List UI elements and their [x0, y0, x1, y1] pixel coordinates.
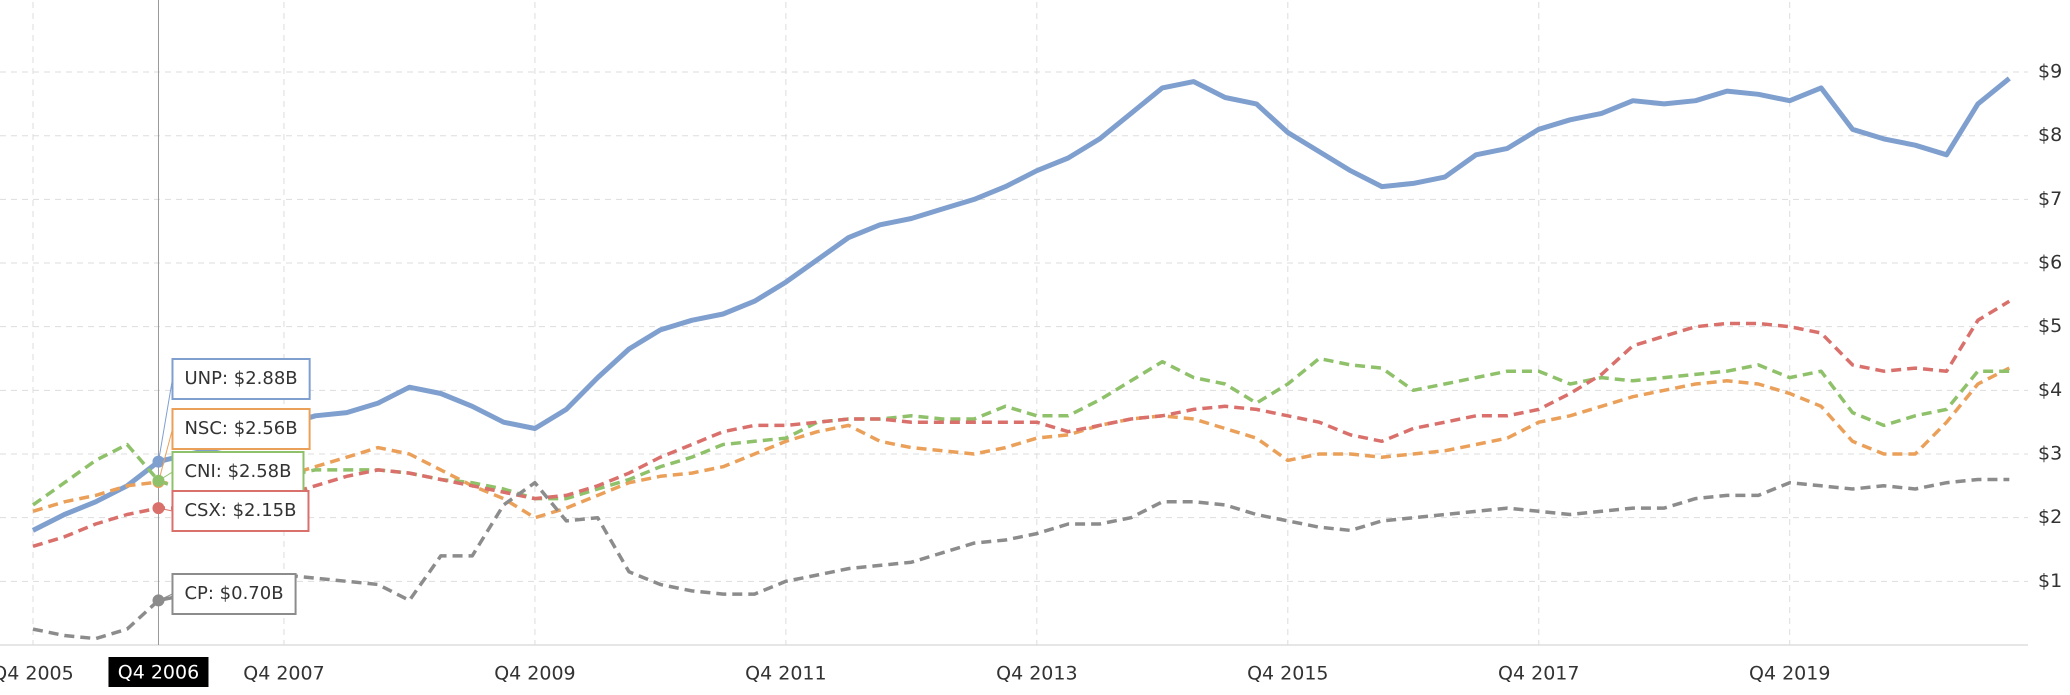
- tooltip-leader: [158, 471, 173, 482]
- series-line: [32, 299, 2011, 548]
- y-tick-label: $7: [2038, 188, 2062, 210]
- tooltip-leader: [157, 428, 173, 483]
- x-tick-label: Q4 2005: [0, 663, 74, 685]
- series-line: [32, 366, 2011, 520]
- tooltip-box: [171, 451, 305, 493]
- y-tick-label: $9: [2038, 61, 2062, 83]
- y-tick-label: $8: [2038, 124, 2062, 146]
- tooltip-text: NSC: $2.56B: [184, 418, 297, 439]
- x-tick-label: Q4 2015: [1247, 663, 1328, 685]
- tooltip-box: [171, 490, 310, 532]
- x-tick-label: Q4 2009: [494, 663, 575, 685]
- x-tick-label: Q4 2017: [1498, 663, 1579, 685]
- tooltip-box: [171, 408, 311, 450]
- series-line: [31, 76, 2011, 533]
- y-tick-label: $4: [2038, 379, 2062, 401]
- series-line: [31, 356, 2010, 507]
- tooltip-box: [171, 358, 311, 400]
- y-tick-label: $1: [2038, 570, 2062, 592]
- tooltip-text: CP: $0.70B: [184, 583, 283, 604]
- x-tick-label: Q4 2019: [1749, 663, 1830, 685]
- y-tick-label: $5: [2038, 315, 2062, 337]
- tooltip-text: UNP: $2.88B: [184, 368, 297, 389]
- hover-label: Q4 2006: [118, 662, 199, 684]
- series-line: [32, 477, 2010, 641]
- x-tick-label: Q4 2013: [996, 663, 1077, 685]
- x-tick-label: Q4 2007: [243, 663, 324, 685]
- x-tick-label: Q4 2011: [745, 663, 826, 685]
- y-tick-label: $2: [2038, 506, 2062, 528]
- tooltip-text: CSX: $2.15B: [184, 500, 296, 521]
- hover-label-box: [108, 657, 209, 687]
- tooltip-leader: [158, 593, 173, 601]
- y-tick-label: $3: [2038, 443, 2062, 465]
- tooltip-leader: [158, 507, 173, 512]
- tooltip-box: [171, 573, 297, 615]
- tooltip-text: CNI: $2.58B: [184, 461, 291, 482]
- y-tick-label: $6: [2038, 252, 2062, 274]
- tooltip-leader: [157, 378, 173, 462]
